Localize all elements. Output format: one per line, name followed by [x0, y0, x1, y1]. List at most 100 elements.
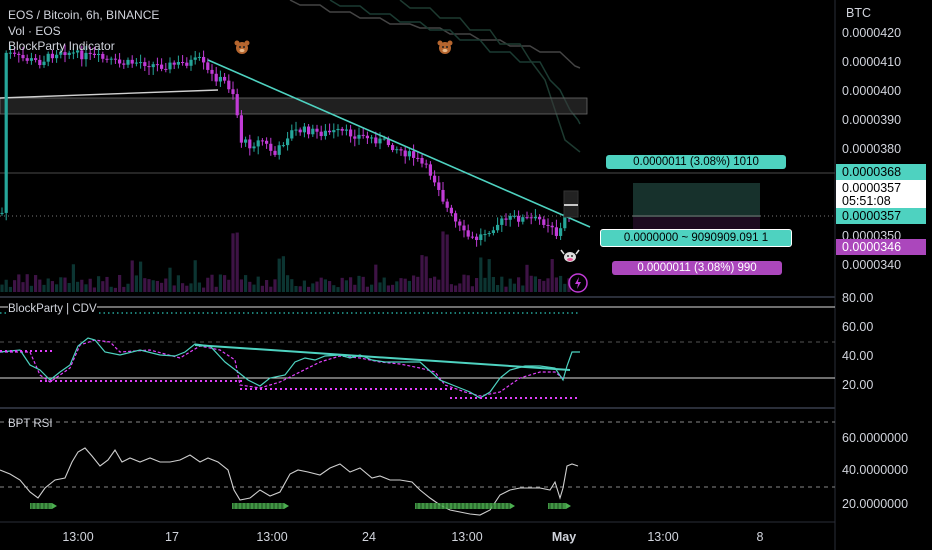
candle-body [361, 134, 365, 136]
volume-bar [126, 283, 130, 292]
cdv-dot [120, 380, 122, 382]
cdv-dot [455, 397, 457, 399]
candles[interactable] [0, 44, 571, 247]
cdv-title[interactable]: BlockParty | CDV [8, 303, 97, 315]
cdv-dot [265, 388, 267, 390]
volume-bar [223, 275, 227, 292]
channel-upper-line [289, 0, 581, 69]
candle-body [29, 58, 33, 61]
volume-bar [382, 277, 386, 292]
cdv-dot [505, 397, 507, 399]
volume-bar [307, 286, 311, 292]
cdv-dot [495, 397, 497, 399]
volume-bars [0, 231, 571, 292]
candle-body [437, 182, 441, 190]
volume-bar [521, 285, 525, 292]
cdv-dot [275, 388, 277, 390]
symbol-title[interactable]: EOS / Bitcoin, 6h, BINANCE [8, 8, 160, 22]
cdv-dot [285, 388, 287, 390]
candle-body [504, 218, 508, 220]
supply-zone[interactable] [0, 97, 588, 115]
volume-bar [34, 275, 38, 292]
cdv-dot [550, 397, 552, 399]
cdv-dot [5, 350, 7, 352]
rsi-title[interactable]: BPT RSI [8, 418, 53, 430]
candle-body [13, 52, 17, 54]
volume-bar [470, 286, 474, 292]
descending-trendline[interactable] [207, 59, 591, 228]
volume-bar [395, 281, 399, 292]
volume-bar [55, 284, 59, 292]
candle-body [307, 126, 311, 135]
time-tick: May [551, 530, 577, 544]
cdv-dot [330, 388, 332, 390]
volume-bar [311, 283, 315, 292]
candle-body [529, 217, 533, 219]
volume-bar [533, 276, 537, 292]
price-tick: 0.0000340 [842, 258, 902, 272]
position-target-label[interactable]: 0.0000011 (3.08%) 1010 [606, 155, 786, 169]
volume-bar [71, 264, 75, 292]
cdv-dot [460, 397, 462, 399]
volume-bar [286, 275, 290, 292]
cdv-dot [225, 380, 227, 382]
volume-bar [76, 281, 80, 292]
volume-bar [378, 282, 382, 292]
cdv-dot [200, 380, 202, 382]
price-label-entry: 0.0000357 [836, 208, 926, 224]
cdv-dot [125, 380, 127, 382]
cdv-trendline[interactable] [194, 344, 571, 371]
candle-body [517, 215, 521, 222]
candle-body [17, 53, 21, 55]
indicator-label[interactable]: BlockParty Indicator [8, 39, 115, 53]
candle-body [286, 138, 290, 146]
candle-body [483, 234, 487, 236]
cdv-dot [545, 397, 547, 399]
candle-body [218, 76, 222, 82]
candle-body [491, 230, 495, 234]
volume-bar [164, 278, 168, 292]
volume-bar [386, 285, 390, 292]
candle-body [34, 58, 38, 60]
rsi-signal-bar [548, 503, 566, 509]
cdv-dot [480, 397, 482, 399]
candle-body [193, 57, 197, 60]
cdv-dot [10, 350, 12, 352]
candle-body [4, 52, 8, 213]
position-target-zone[interactable] [633, 183, 760, 217]
volume-bar [517, 277, 521, 292]
cdv-dot [50, 350, 52, 352]
volume-bar [235, 232, 239, 292]
volume-bar [416, 276, 420, 292]
volume-label[interactable]: Vol · EOS [8, 24, 61, 38]
bear-face-icon [437, 40, 453, 54]
candle-body [248, 139, 252, 149]
cdv-dot [160, 380, 162, 382]
candle-body [328, 130, 332, 133]
bear-face-icon [234, 40, 250, 54]
price-label-lower: 0.0000346 [836, 239, 926, 255]
volume-bar [256, 276, 260, 292]
volume-bar [357, 275, 361, 292]
volume-bar [374, 264, 378, 292]
cdv-dot [440, 388, 442, 390]
white-trendline[interactable] [0, 89, 219, 99]
volume-bar [265, 280, 269, 292]
cdv-dot [70, 380, 72, 382]
cdv-dot [35, 350, 37, 352]
candle-body [42, 61, 46, 66]
price-tick: 0.0000410 [842, 55, 902, 69]
volume-bar [277, 258, 281, 292]
cdv-dot [280, 388, 282, 390]
position-stop-label[interactable]: 0.0000011 (3.08%) 990 [612, 261, 782, 275]
cdv-dot [295, 388, 297, 390]
position-center-label[interactable]: 0.0000000 ~ 9090909.091 1 [600, 229, 792, 247]
volume-bar [424, 256, 428, 292]
volume-bar [504, 286, 508, 292]
candle-body [365, 135, 369, 139]
time-tick: 13:00 [647, 530, 679, 544]
cdv-line [0, 337, 580, 399]
candle-body [378, 138, 382, 144]
lightning-icon[interactable] [568, 273, 588, 293]
